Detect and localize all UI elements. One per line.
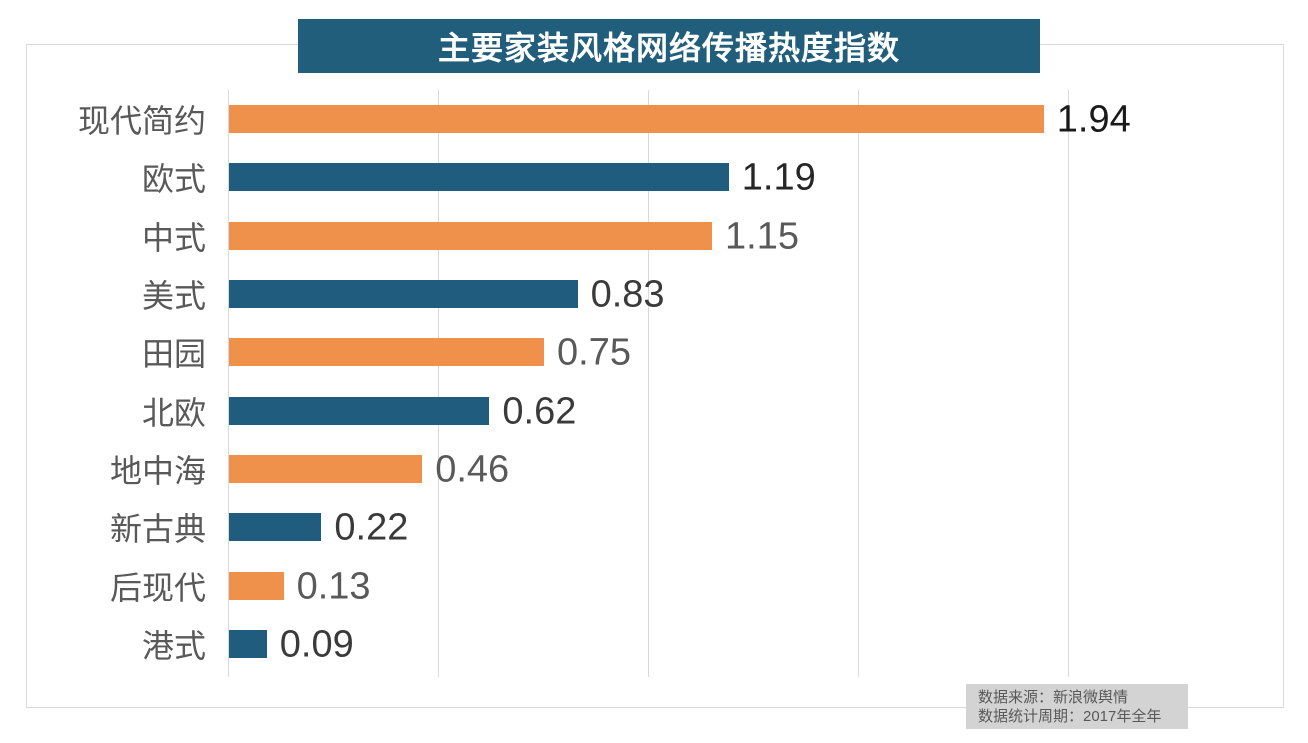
value-label: 0.46 [435, 448, 510, 491]
chart-title: 主要家装风格网络传播热度指数 [437, 30, 900, 66]
gridline [1068, 90, 1069, 677]
bar-中式 [229, 221, 712, 250]
bar-后现代 [229, 571, 284, 600]
value-label: 0.75 [557, 331, 631, 374]
gridline [648, 90, 649, 677]
value-label: 0.22 [334, 506, 409, 549]
source-line-1: 数据来源：新浪微舆情 [978, 689, 1129, 706]
category-axis: 现代简约欧式中式美式田园北欧地中海新古典后现代港式 [0, 90, 206, 677]
value-label: 0.09 [279, 623, 354, 666]
gridline [858, 90, 859, 677]
chart-title-box: 主要家装风格网络传播热度指数 [298, 19, 1040, 73]
category-label: 美式 [141, 277, 206, 314]
bar-新古典 [229, 513, 322, 542]
bar-港式 [229, 629, 267, 658]
category-label: 北欧 [141, 394, 206, 431]
category-label: 现代简约 [77, 103, 206, 139]
bar-北欧 [229, 396, 490, 425]
category-label: 田园 [141, 336, 206, 373]
bar-现代简约 [229, 105, 1044, 133]
source-line-2: 数据统计周期：2017年全年 [978, 708, 1162, 725]
category-label: 中式 [141, 219, 206, 256]
value-label: 0.83 [590, 273, 665, 316]
bar-欧式 [229, 163, 729, 192]
category-label: 港式 [141, 627, 206, 664]
category-label: 新古典 [109, 511, 206, 548]
gridline [438, 90, 439, 677]
source-note: 数据来源：新浪微舆情 数据统计周期：2017年全年 [966, 684, 1188, 729]
bar-田园 [229, 338, 544, 367]
value-label: 1.19 [741, 156, 816, 199]
value-axis-line [228, 90, 229, 677]
plot-area: 1.94 1.19 1.15 0.83 0.75 0.62 0.46 0.22 0.13 0.09 [228, 90, 1278, 677]
category-label: 地中海 [109, 452, 206, 489]
value-label: 0.13 [296, 565, 371, 608]
category-label: 欧式 [141, 161, 206, 198]
bar-美式 [229, 279, 578, 308]
value-label: 0.62 [502, 390, 577, 433]
value-label: 1.94 [1056, 98, 1131, 141]
bar-地中海 [229, 454, 423, 483]
category-label: 后现代 [109, 569, 206, 606]
value-label: 1.15 [725, 215, 799, 258]
